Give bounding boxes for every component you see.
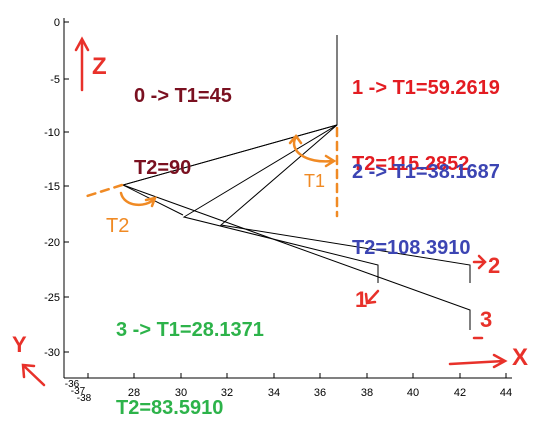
red-markup xyxy=(21,36,508,387)
pose-0-label: 0 -> T1=45 T2=90 xyxy=(134,36,232,204)
y-tick-labels: -38 -37 -36 xyxy=(65,379,92,404)
pose-2-pointer-number: 2 xyxy=(488,253,501,278)
pointer-arrow-1-head xyxy=(364,292,377,305)
t1-arc xyxy=(292,135,335,163)
z-tick-labels: 0 -5 -10 -15 -20 -25 -30 xyxy=(44,17,60,359)
t2-arc xyxy=(119,191,156,206)
x-tick-label: 42 xyxy=(454,387,466,399)
pose-1-angle-t2: T2=115.2852 xyxy=(352,153,470,175)
x-arrow-head xyxy=(492,353,508,369)
pose-3-angle-t1: 3 -> T1=28.1371 xyxy=(116,319,264,341)
arm-pose-1 xyxy=(182,124,379,283)
x-tick-label: 44 xyxy=(500,387,512,399)
pose-1-pointer-number: 1 xyxy=(355,287,368,312)
z-arrow-head xyxy=(74,36,90,52)
z-tick-label: -5 xyxy=(50,74,60,86)
z-tick-label: -30 xyxy=(44,347,60,359)
axes-frame xyxy=(63,18,512,379)
pose-1-angle-t1: 1 -> T1=59.2619 xyxy=(352,77,500,99)
z-tick-label: -20 xyxy=(44,237,60,249)
y-tick-label: -36 xyxy=(65,379,80,390)
pose-2-label: 2 -> T1=38.1687 T2=108.3910 xyxy=(352,112,500,284)
x-tick-label: 28 xyxy=(128,387,140,399)
pose-3-angle-t2: T2=83.5910 xyxy=(116,397,224,419)
x-tick-labels: 28 30 32 34 36 38 40 42 44 xyxy=(128,387,512,399)
pose-3-label: 3 -> T1=28.1371 T2=83.5910 xyxy=(116,270,264,444)
z-tick-label: -15 xyxy=(44,181,60,193)
arm-pose-2 xyxy=(219,124,471,283)
x-tick-label: 38 xyxy=(361,387,373,399)
x-tick-label: 36 xyxy=(314,387,326,399)
x-axis-handwritten-label: X xyxy=(512,344,529,371)
x-tick-label: 40 xyxy=(407,387,419,399)
t2-handwritten-label: T2 xyxy=(106,215,130,237)
x-arrow xyxy=(448,359,506,366)
arm-pose-3 xyxy=(121,124,471,330)
z-tick-label: -10 xyxy=(44,127,60,139)
z-tick-marks xyxy=(64,21,69,353)
y-arrow-head xyxy=(21,363,36,379)
pose-3-pointer-number: 3 xyxy=(480,307,493,332)
z-tick-label: -25 xyxy=(44,292,60,304)
y-tick-label: -37 xyxy=(71,386,86,397)
z-tick-label: 0 xyxy=(54,17,60,29)
orange-markup xyxy=(82,126,339,218)
pose-0-angle-t2: T2=90 xyxy=(134,157,192,179)
pose-2-angle-t2: T2=108.3910 xyxy=(352,237,471,259)
pose-1-label: 1 -> T1=59.2619 T2=115.2852 xyxy=(352,28,500,200)
x-tick-label: 34 xyxy=(268,387,280,399)
y-axis-handwritten-label: Y xyxy=(12,332,27,357)
diagram-canvas: 0 -5 -10 -15 -20 -25 -30 28 30 32 34 36 … xyxy=(21,17,512,404)
x-tick-marks xyxy=(87,373,507,378)
pointer-arrow-1 xyxy=(366,289,380,304)
z-axis-handwritten-label: Z xyxy=(92,53,107,80)
t1-arc-head-bottom xyxy=(324,154,337,168)
t1-handwritten-label: T1 xyxy=(304,171,326,191)
y-arrow xyxy=(22,364,46,387)
horizontal-reference-dashed-line xyxy=(82,183,124,199)
x-tick-label: 30 xyxy=(175,387,187,399)
pose-0-angle-t1: 0 -> T1=45 xyxy=(134,85,232,107)
t2-arc-head xyxy=(144,196,157,208)
x-tick-label: 32 xyxy=(221,387,233,399)
pose-2-angle-t1: 2 -> T1=38.1687 xyxy=(352,161,500,183)
pointer-arrow-2-head xyxy=(477,254,487,270)
y-tick-label: -38 xyxy=(77,393,92,404)
t1-arc-head-top xyxy=(288,133,303,145)
